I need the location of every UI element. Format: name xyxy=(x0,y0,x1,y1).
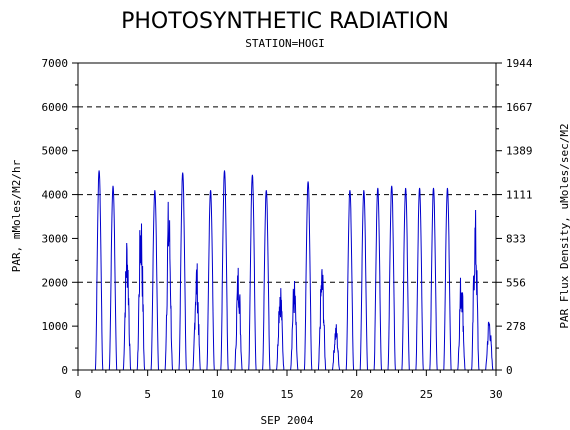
x-axis-label: SEP 2004 xyxy=(261,414,314,427)
y-tick-label: 3000 xyxy=(42,232,69,245)
x-tick-label: 10 xyxy=(211,388,224,401)
y-axis-left: 0 1000 2000 3000 4000 5000 6000 7000 xyxy=(42,57,78,377)
y-tick-label: 0 xyxy=(61,364,68,377)
y2-tick-label: 833 xyxy=(506,232,526,245)
x-tick-label: 5 xyxy=(144,388,151,401)
y2-tick-label: 278 xyxy=(506,320,526,333)
y2-tick-label: 1389 xyxy=(506,145,533,158)
x-tick-label: 15 xyxy=(280,388,293,401)
x-tick-label: 20 xyxy=(350,388,363,401)
y2-axis-label: PAR Flux Density, uMoles/sec/M2 xyxy=(558,123,570,328)
y-tick-label: 2000 xyxy=(42,276,69,289)
x-tick-label: 0 xyxy=(75,388,82,401)
x-tick-label: 25 xyxy=(420,388,433,401)
x-axis: 0 5 10 15 20 25 30 xyxy=(75,370,503,401)
y2-tick-label: 1944 xyxy=(506,57,533,70)
y2-tick-label: 1667 xyxy=(506,101,533,114)
y-axis-label: PAR, mMoles/M2/hr xyxy=(10,159,23,272)
y-tick-label: 5000 xyxy=(42,145,69,158)
chart-subtitle: STATION=HOGI xyxy=(245,37,324,50)
par-series xyxy=(92,170,494,371)
x-tick-label: 30 xyxy=(489,388,502,401)
gridlines xyxy=(78,106,496,283)
y2-tick-label: 0 xyxy=(506,364,513,377)
chart-title: PHOTOSYNTHETIC RADIATION xyxy=(121,9,449,34)
plot-frame xyxy=(77,62,497,371)
y-axis-right: 0 278 556 833 1111 1389 1667 1944 xyxy=(496,57,533,377)
y-tick-label: 6000 xyxy=(42,101,69,114)
y-tick-label: 7000 xyxy=(42,57,69,70)
y2-tick-label: 556 xyxy=(506,276,526,289)
par-line xyxy=(92,170,494,371)
y-tick-label: 4000 xyxy=(42,189,69,202)
y2-tick-label: 1111 xyxy=(506,189,533,202)
y-tick-label: 1000 xyxy=(42,320,69,333)
